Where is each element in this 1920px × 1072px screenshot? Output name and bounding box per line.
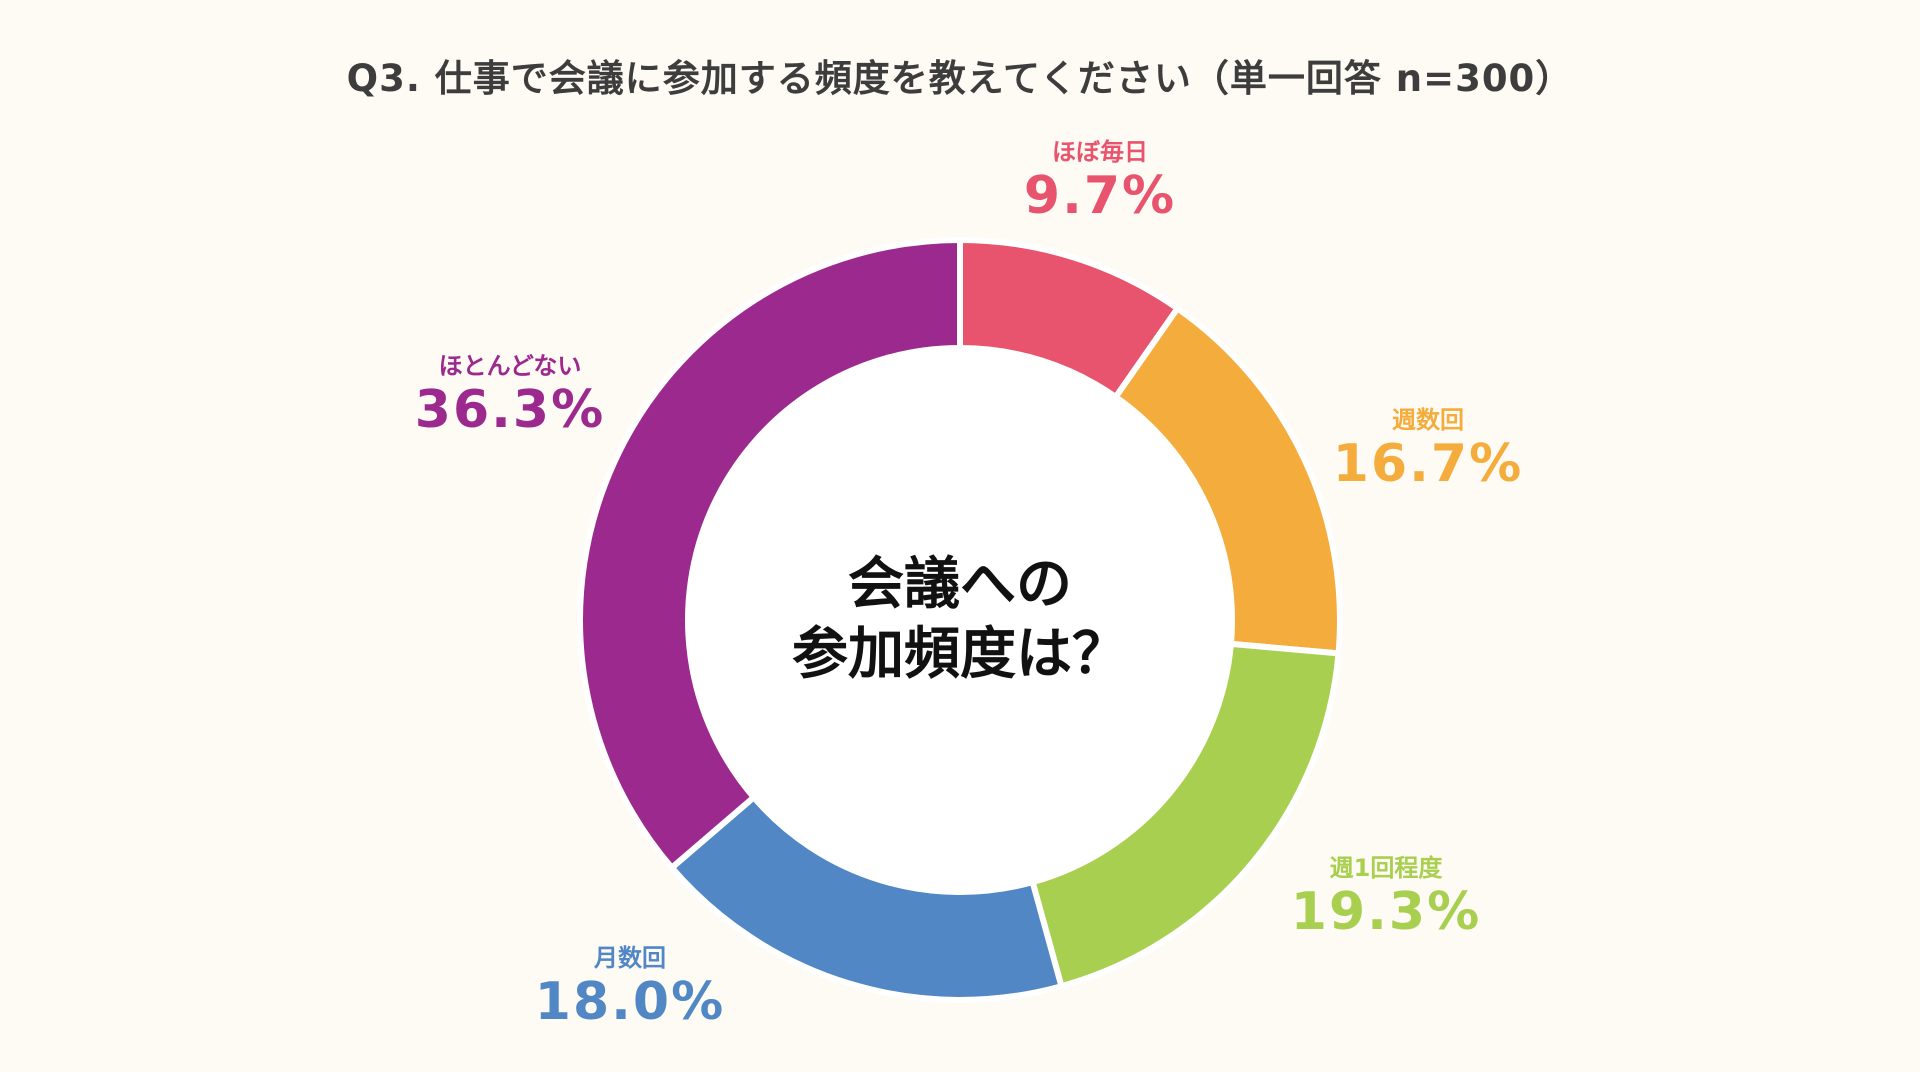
slice-callout-rarely: ほとんどない 36.3%: [400, 351, 620, 439]
slice-category-label: 週1回程度: [1329, 854, 1443, 882]
donut-hole: [691, 351, 1229, 889]
slice-callout-weekly: 週1回程度 19.3%: [1276, 853, 1496, 941]
center-label-line2: 参加頻度は？: [792, 622, 1128, 687]
slice-category-label: 月数回: [594, 944, 666, 972]
center-label: 会議への 参加頻度は？: [680, 550, 1240, 690]
slice-callout-several-weekly: 週数回 16.7%: [1318, 405, 1538, 493]
slice-rarely: [577, 237, 963, 871]
slice-value-label: 18.0%: [534, 972, 726, 1032]
slice-value-label: 16.7%: [1332, 434, 1524, 494]
slice-category-label: ほとんどない: [438, 352, 582, 380]
slice-value-label: 9.7%: [1023, 166, 1177, 226]
donut-slices: [577, 237, 1343, 1003]
slice-value-label: 19.3%: [1290, 882, 1482, 942]
slice-category-label: ほぼ毎日: [1052, 138, 1148, 166]
center-label-line1: 会議への: [848, 552, 1072, 617]
slice-callout-monthly: 月数回 18.0%: [520, 943, 740, 1031]
slice-category-label: 週数回: [1392, 406, 1464, 434]
slice-value-label: 36.3%: [414, 380, 606, 440]
slice-weekly: [1029, 640, 1342, 990]
chart-title: Q3. 仕事で会議に参加する頻度を教えてください（単一回答 n=300）: [346, 57, 1574, 100]
slice-callout-daily: ほぼ毎日 9.7%: [1000, 137, 1200, 225]
